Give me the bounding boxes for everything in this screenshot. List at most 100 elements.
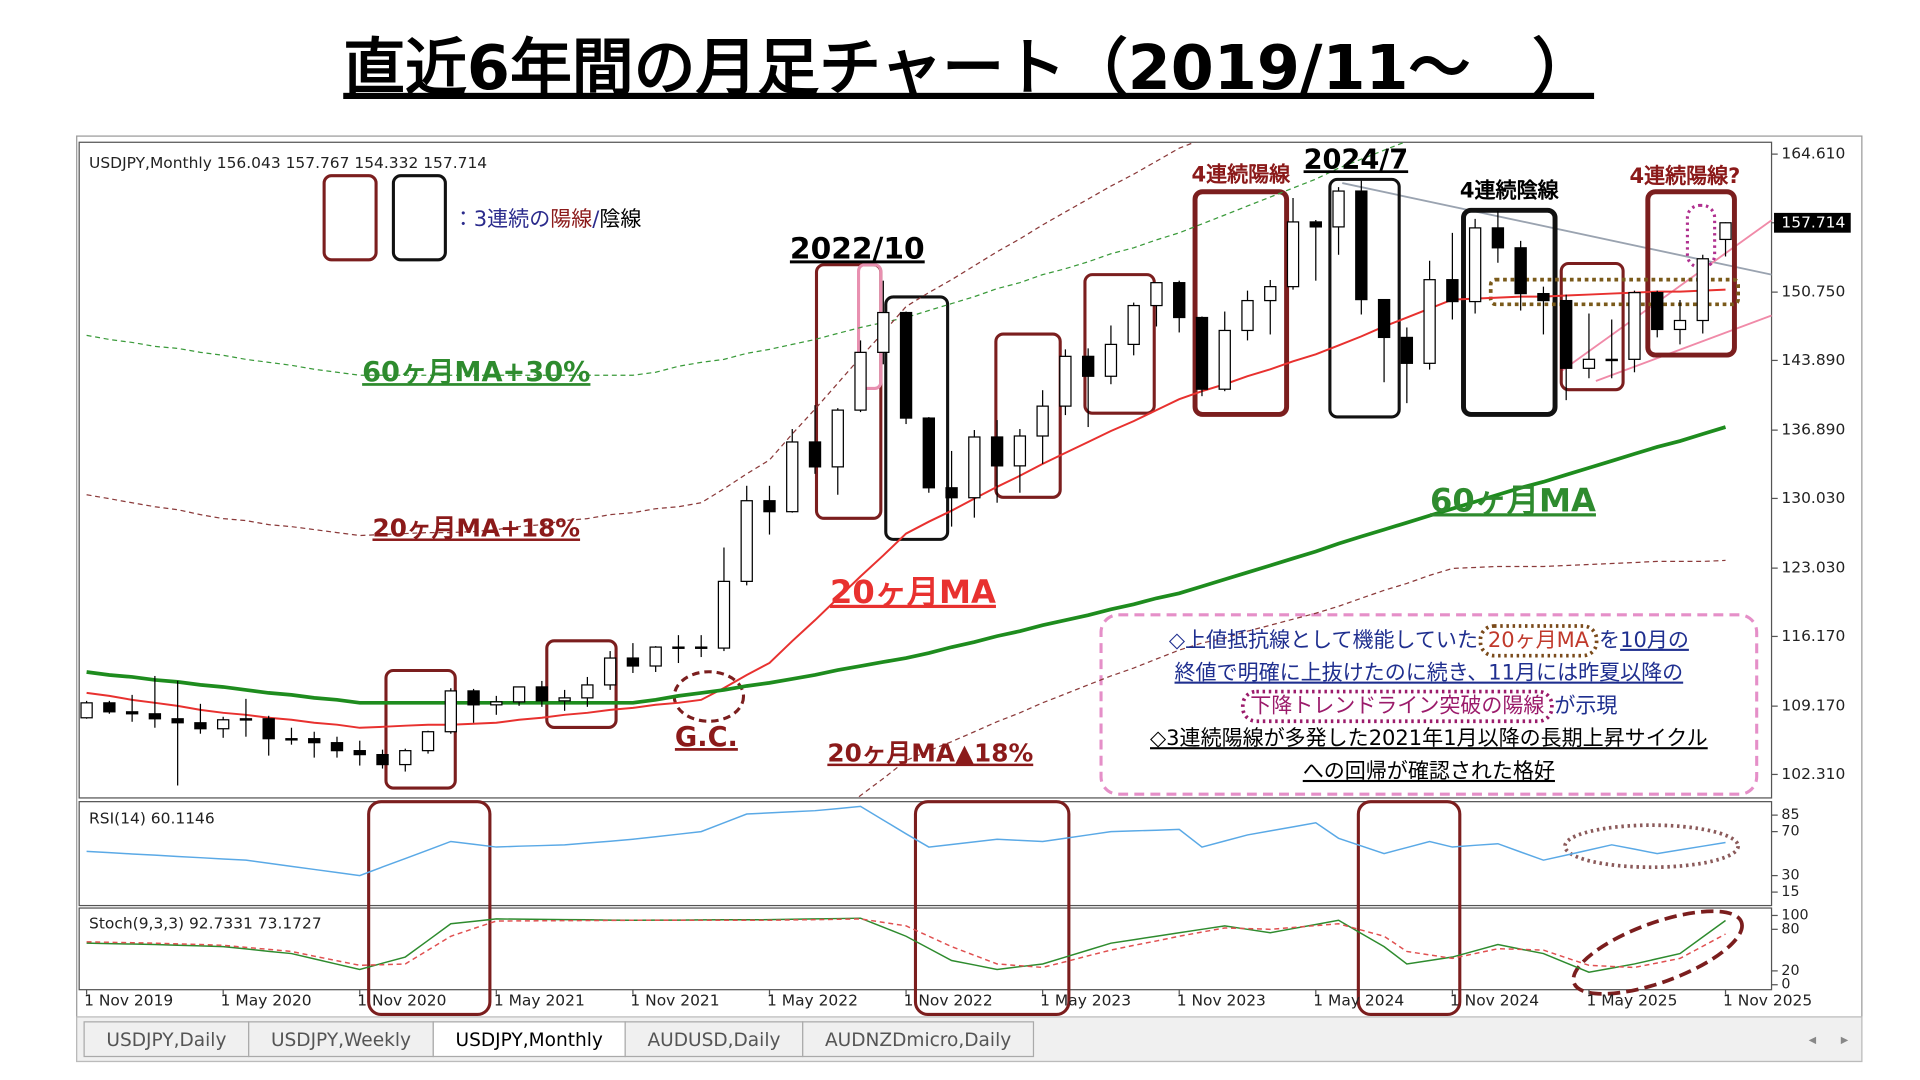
candle-body <box>1286 221 1300 288</box>
note-text: 終値で明確に上抜けたのに続き、11月には昨夏以降の <box>1175 660 1684 685</box>
candle-body <box>1423 279 1436 364</box>
y-tick-label: 109.170 <box>1781 697 1845 715</box>
candle-body <box>626 657 640 667</box>
price-tag <box>1774 212 1851 233</box>
candle-body <box>1377 298 1391 339</box>
candle-body <box>467 690 480 706</box>
candle-body <box>1628 292 1641 360</box>
candle-body <box>990 436 1004 467</box>
note-text: が示現 <box>1554 692 1617 717</box>
box-up-4 <box>1192 189 1290 417</box>
legend-note: 陽線 <box>550 206 592 231</box>
candle-body <box>1673 319 1687 331</box>
candle-body <box>239 718 253 721</box>
candle-body <box>399 750 412 766</box>
candle-body <box>262 718 275 740</box>
candle-body <box>1605 358 1618 362</box>
tab[interactable] <box>248 1021 434 1058</box>
y-tick-label: 164.610 <box>1781 145 1845 163</box>
tab[interactable] <box>624 1021 804 1058</box>
candle-body <box>1446 279 1459 303</box>
box-up-4 <box>1645 189 1737 358</box>
note-text: への回帰が確認された格好 <box>1303 758 1555 783</box>
stoch-highlight <box>1571 909 1744 996</box>
candle-body <box>1059 355 1072 407</box>
note-text: 10月の <box>1620 627 1689 652</box>
annotation: 20ヶ月MA+18% <box>372 513 580 542</box>
candle-body <box>194 722 207 730</box>
y-tick-label: 80 <box>1781 921 1799 937</box>
candle-body <box>649 646 662 667</box>
box-down <box>1328 177 1401 419</box>
annotation: 4連続陽線 <box>1191 162 1291 187</box>
box-latest <box>1685 203 1717 269</box>
candle-body <box>695 646 708 649</box>
candle-body <box>148 713 162 720</box>
note-text: ◇上値抵抗線として機能していた <box>1169 627 1478 652</box>
candle-body <box>877 311 890 353</box>
candle-body <box>763 500 776 513</box>
candle-body <box>1309 221 1322 228</box>
candle-body <box>1468 227 1482 303</box>
scroll-right[interactable] <box>1840 1036 1849 1045</box>
x-tick-label: 1 May 2024 <box>1313 991 1404 1009</box>
candle-body <box>103 702 116 713</box>
tab-label[interactable]: USDJPY,Monthly <box>456 1030 603 1051</box>
x-tick-label: 1 May 2022 <box>767 991 858 1009</box>
note-text: 20ヶ月MA <box>1488 627 1590 652</box>
tabs: USDJPY,Daily USDJPY,Weekly USDJPY,Monthly A… <box>83 1021 1035 1058</box>
tab-label[interactable]: USDJPY,Daily <box>106 1030 226 1051</box>
y-tick-label: 102.310 <box>1781 765 1845 783</box>
y-tick-label: 157.714 <box>1781 213 1845 231</box>
plot-area <box>86 805 1726 877</box>
candle-body <box>1036 405 1049 437</box>
candle-body <box>786 441 799 513</box>
tab[interactable] <box>802 1021 1035 1058</box>
candle-body <box>1491 227 1505 249</box>
box-osc <box>913 800 1071 1016</box>
box-osc <box>367 800 492 1016</box>
terminal-window <box>76 135 1863 1063</box>
rsi-highlight <box>1563 823 1740 870</box>
stoch-panel <box>78 907 1773 991</box>
candle-body <box>1013 435 1027 467</box>
box-up <box>994 332 1062 499</box>
tab-label[interactable]: AUDUSD,Daily <box>647 1030 780 1051</box>
x-tick-label: 1 Nov 2022 <box>904 991 993 1009</box>
box-osc <box>1356 800 1462 1016</box>
candle-body <box>1696 258 1709 322</box>
x-tick-label: 1 May 2020 <box>221 991 312 1009</box>
legend-note: ：3連続の <box>453 206 550 231</box>
candle-body <box>672 646 685 649</box>
highlight-box <box>1240 689 1554 724</box>
candle-body <box>945 487 958 499</box>
candle-body <box>490 701 503 706</box>
x-tick-label: 1 Nov 2023 <box>1177 991 1266 1009</box>
x-tick-label: 1 Nov 2019 <box>84 991 173 1009</box>
symbol-info: USDJPY,Monthly 156.043 157.767 154.332 1… <box>89 154 487 172</box>
tab[interactable] <box>83 1021 250 1058</box>
candle-body <box>421 731 435 752</box>
annotation: 2024/7 <box>1304 144 1409 175</box>
candle-body <box>1150 282 1163 307</box>
candle-body <box>1355 190 1368 301</box>
channel-line <box>1595 314 1772 382</box>
scroll-left[interactable] <box>1808 1036 1817 1045</box>
candle-body <box>512 686 526 703</box>
y-tick-label: 123.030 <box>1781 559 1845 577</box>
annotation: 20ヶ月MA▲18% <box>827 739 1033 768</box>
candle-body <box>308 738 321 744</box>
legend-box-down <box>391 174 447 262</box>
rsi-label: RSI(14) 60.1146 <box>89 809 215 827</box>
box-down <box>884 295 950 541</box>
tab-label[interactable]: AUDNZDmicro,Daily <box>825 1030 1011 1051</box>
stoch-label: Stoch(9,3,3) 92.7331 73.1727 <box>89 915 322 933</box>
tab-label[interactable]: USDJPY,Weekly <box>271 1030 411 1051</box>
candle-body <box>1332 190 1345 228</box>
candle-body <box>740 500 753 582</box>
box-down-4 <box>1461 207 1558 417</box>
legend-note: 陰線 <box>599 206 641 231</box>
candle-body <box>353 750 366 756</box>
candle-body <box>171 718 184 724</box>
